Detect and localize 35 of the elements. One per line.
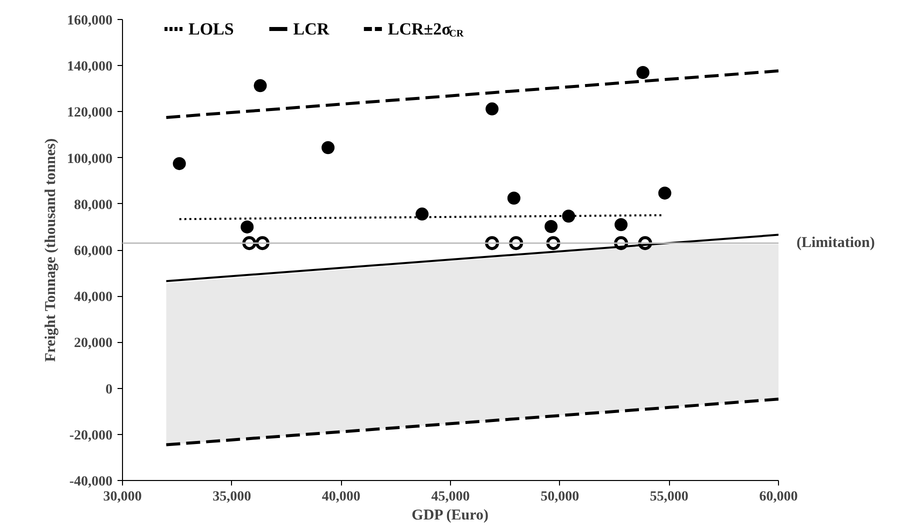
y-tick-label: 40,000 [74, 290, 112, 306]
y-tick-label: 60,000 [74, 244, 112, 259]
y-tick-label: 20,000 [74, 336, 112, 352]
point [322, 141, 335, 154]
point [254, 79, 267, 92]
ref-line-label: (Limitation) [796, 235, 875, 252]
x-tick-label: 60,000 [759, 490, 798, 504]
y-tick-label: 140,000 [67, 60, 112, 75]
point [544, 220, 558, 233]
point [486, 102, 499, 116]
y-tick-label: 100,000 [67, 152, 112, 167]
point [172, 157, 186, 170]
x-tick-label: 40,000 [322, 490, 360, 504]
point [658, 186, 672, 200]
point [636, 66, 650, 80]
y-tick-label: 120,000 [67, 106, 112, 121]
x-tick-label: 55,000 [650, 490, 688, 504]
y-tick-label: 0 [106, 382, 112, 398]
y-tick-label: -20,000 [69, 428, 113, 444]
y-tick-label: 80,000 [74, 198, 112, 213]
point [416, 208, 429, 221]
point [507, 192, 520, 205]
legend-label: LOLS [188, 20, 234, 39]
y-axis-title: Freight Tonnage (thousand tonnes) [43, 138, 59, 362]
point [562, 210, 576, 223]
y-tick-label: 160,000 [67, 14, 112, 28]
x-tick-label: 45,000 [431, 490, 470, 504]
x-tick-label: 30,000 [103, 490, 142, 504]
point [240, 220, 254, 234]
x-tick-label: 35,000 [212, 490, 252, 504]
x-tick-label: 50,000 [540, 490, 580, 504]
x-axis-title: GDP (Euro) [412, 508, 488, 524]
y-tick-label: -40,000 [69, 474, 113, 490]
legend-label: LCR [293, 20, 330, 39]
point [614, 218, 628, 232]
